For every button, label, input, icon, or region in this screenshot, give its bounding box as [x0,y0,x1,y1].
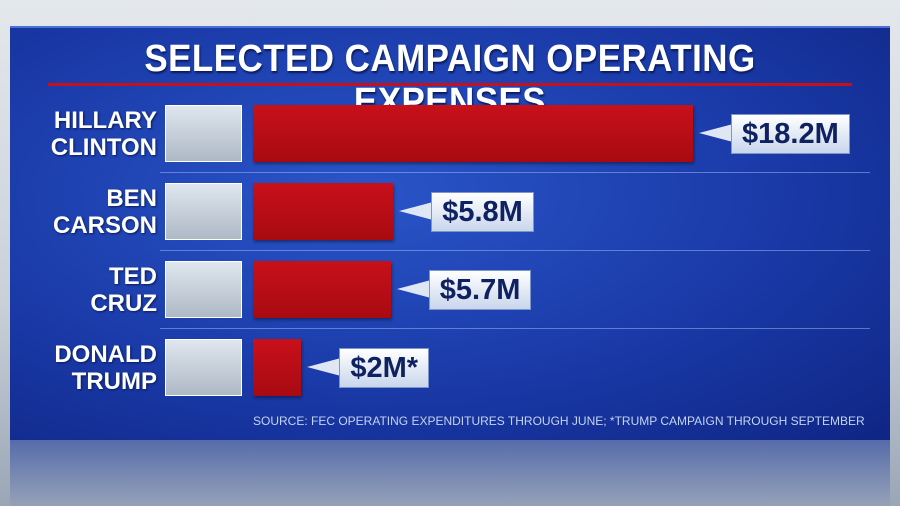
bar [253,339,302,396]
bar-row: BEN CARSON $5.8M [10,183,890,241]
chart-title: SELECTED CAMPAIGN OPERATING EXPENSES [144,38,756,123]
value-label: $18.2M [731,114,850,154]
candidate-photo [165,339,242,396]
category-label: HILLARY CLINTON [50,107,157,161]
value-label: $5.8M [431,192,534,232]
row-separator [160,328,870,329]
callout-pointer [396,280,431,298]
callout-pointer [399,202,434,220]
row-separator [160,172,870,173]
bar-row: TED CRUZ $5.7M [10,261,890,319]
candidate-photo [165,183,242,240]
chart: SELECTED CAMPAIGN OPERATING EXPENSES HIL… [10,26,890,440]
category-label: DONALD TRUMP [54,341,157,395]
callout-pointer [699,124,733,142]
bar [253,261,391,318]
bar-row: DONALD TRUMP $2M* [10,339,890,397]
candidate-photo [165,105,242,162]
title-rule [48,83,852,86]
bar [253,105,693,162]
category-label: TED CRUZ [90,263,157,317]
callout-pointer [307,358,342,376]
value-label: $2M* [339,348,430,388]
value-label: $5.7M [428,270,532,310]
bar [253,183,394,240]
candidate-photo [165,261,242,318]
row-separator [160,250,870,251]
floor-reflection [10,440,890,506]
source-note: SOURCE: FEC OPERATING EXPENDITURES THROU… [253,414,865,428]
bar-row: HILLARY CLINTON $18.2M [10,105,890,163]
category-label: BEN CARSON [52,185,157,239]
